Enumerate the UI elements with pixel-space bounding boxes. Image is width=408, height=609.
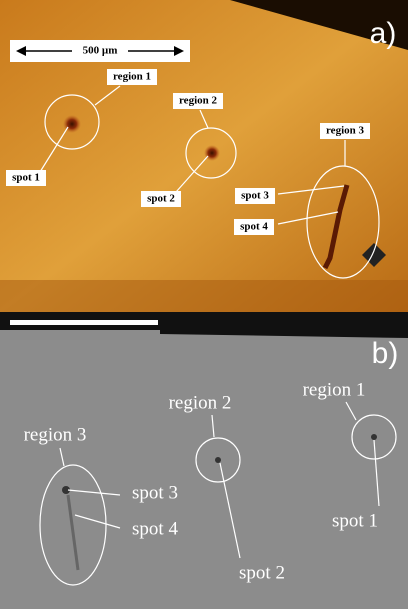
region-label: region 2 [179, 95, 217, 107]
spot-label: spot 2 [147, 193, 175, 205]
panel-a: a) 500 µm region 1 region 2 region 3 spo… [0, 0, 408, 312]
panel-label: a) [370, 17, 397, 50]
region-label: region 3 [326, 125, 364, 137]
spot-label: spot 4 [240, 221, 268, 233]
pit [215, 457, 221, 463]
region-label: region 3 [24, 424, 87, 445]
spot-label: spot 4 [132, 518, 178, 539]
panel-b: b) region 1 region 2 region 3 spot 1 spo… [0, 312, 408, 609]
spot-label: spot 1 [332, 510, 378, 531]
scale-label: 500 µm [83, 45, 118, 57]
pit [371, 434, 377, 440]
region-label: region 2 [169, 392, 232, 413]
spot-label: spot 3 [241, 190, 269, 202]
figure: a) 500 µm region 1 region 2 region 3 spo… [0, 0, 408, 609]
panel-label: b) [372, 337, 399, 370]
region-label: region 1 [303, 379, 366, 400]
page: a) 500 µm region 1 region 2 region 3 spo… [0, 0, 408, 609]
spot-label: spot 2 [239, 562, 285, 583]
scale-bar [10, 320, 158, 325]
spot-label: spot 1 [12, 172, 40, 184]
shade [0, 280, 408, 312]
spot-label: spot 3 [132, 482, 178, 503]
region-label: region 1 [113, 71, 151, 83]
micrograph [0, 312, 408, 609]
